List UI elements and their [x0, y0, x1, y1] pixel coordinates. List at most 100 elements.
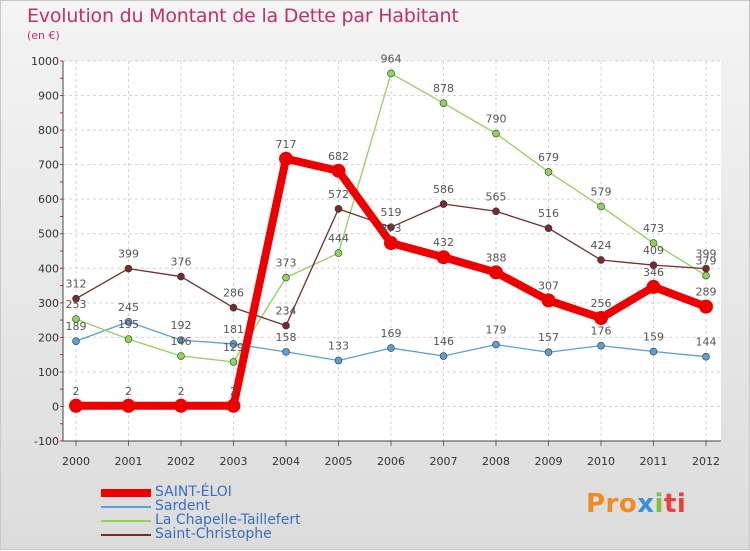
data-label: 181 — [223, 323, 244, 336]
data-point — [544, 168, 553, 176]
data-point — [387, 69, 395, 78]
legend-swatch — [101, 506, 151, 508]
legend-swatch — [101, 520, 151, 522]
grid-layer — [63, 60, 721, 442]
data-point — [226, 398, 241, 413]
data-point — [489, 265, 503, 280]
data-label: 144 — [696, 336, 717, 349]
data-label: 444 — [328, 232, 349, 245]
x-tick-label: 2004 — [272, 455, 300, 468]
legend-label: Saint-Christophe — [155, 526, 272, 542]
y-tick-label: 0 — [52, 400, 59, 413]
data-point — [649, 239, 658, 247]
plot-area — [63, 61, 721, 441]
legend-label: SAINT-ÉLOI — [155, 484, 232, 500]
data-label: 379 — [696, 255, 717, 268]
data-label: 432 — [433, 236, 454, 249]
data-point — [544, 224, 553, 232]
legend-item: Sardent — [101, 498, 401, 514]
x-tick-label: 2006 — [377, 455, 405, 468]
data-label: 146 — [433, 335, 454, 348]
data-point — [597, 341, 605, 350]
x-tick-label: 2012 — [692, 455, 720, 468]
y-tick-label: 500 — [38, 228, 59, 241]
data-label: 133 — [328, 340, 349, 353]
data-label: 473 — [643, 222, 664, 235]
data-point — [282, 348, 290, 356]
y-tick-label: 300 — [38, 297, 59, 310]
data-label: 253 — [66, 298, 87, 311]
data-point — [387, 223, 395, 231]
data-point — [597, 256, 605, 264]
data-point — [387, 344, 395, 352]
data-point — [72, 294, 80, 303]
data-label: 289 — [696, 286, 717, 299]
data-label: 579 — [591, 185, 612, 198]
data-label: 192 — [171, 319, 192, 332]
data-label: 717 — [276, 138, 297, 151]
data-point — [646, 279, 661, 294]
data-point — [649, 347, 658, 356]
data-label: 388 — [486, 251, 507, 264]
data-point — [174, 398, 188, 413]
data-point — [177, 352, 185, 360]
data-point — [72, 337, 80, 345]
legend-label: La Chapelle-Taillefert — [155, 512, 301, 528]
data-point — [702, 264, 710, 273]
data-point — [334, 356, 343, 365]
data-point — [702, 352, 710, 361]
x-tick-label: 2010 — [587, 455, 615, 468]
data-label: 169 — [381, 327, 402, 340]
y-tick-label: 100 — [38, 366, 59, 379]
y-tick-label: 600 — [38, 193, 59, 206]
data-point — [279, 151, 293, 166]
data-point — [384, 236, 398, 251]
data-label: 346 — [643, 266, 664, 279]
legend-item: Saint-Christophe — [101, 526, 401, 542]
data-point — [436, 250, 451, 265]
data-point — [177, 272, 185, 281]
data-label: 176 — [591, 325, 612, 338]
data-label: 878 — [433, 82, 454, 95]
data-label: 682 — [328, 150, 349, 163]
data-label: 565 — [486, 190, 507, 203]
x-tick-label: 2009 — [535, 455, 563, 468]
proxiti-logo: Proxiti — [586, 489, 687, 519]
data-label: 2 — [230, 385, 237, 398]
legend-swatch — [101, 489, 151, 497]
data-label: 399 — [696, 248, 717, 261]
data-label: 256 — [591, 297, 612, 310]
data-point — [331, 163, 346, 178]
data-label: 373 — [276, 257, 297, 270]
data-label: 424 — [591, 239, 612, 252]
y-tick-label: 200 — [38, 331, 59, 344]
data-label: 158 — [276, 331, 297, 344]
data-label: 195 — [118, 318, 139, 331]
data-point — [124, 264, 133, 273]
data-label: 790 — [486, 113, 507, 126]
x-tick-label: 2003 — [220, 455, 248, 468]
data-point — [177, 336, 185, 344]
legend-item: SAINT-ÉLOI — [101, 484, 401, 500]
data-point — [492, 207, 500, 216]
x-tick-label: 2001 — [115, 455, 143, 468]
data-label: 2 — [73, 385, 80, 398]
data-label: 376 — [171, 256, 192, 269]
data-point — [69, 398, 83, 413]
axis-layer: -100 0 100 200 300 400 500 600 700 800 900 1000 2000… — [31, 55, 721, 468]
y-tick-label: 1000 — [31, 55, 59, 68]
data-label: 399 — [118, 248, 139, 261]
data-point — [229, 303, 238, 312]
legend-swatch — [101, 534, 151, 536]
series-layer — [69, 69, 713, 413]
data-label: 179 — [486, 324, 507, 337]
data-point — [439, 200, 448, 208]
data-label: 964 — [381, 52, 402, 65]
data-label: 234 — [276, 305, 297, 318]
data-label: 679 — [538, 151, 559, 164]
data-point — [124, 335, 133, 343]
data-point — [544, 348, 553, 357]
chart-title: Evolution du Montant de la Dette par Hab… — [27, 5, 459, 27]
